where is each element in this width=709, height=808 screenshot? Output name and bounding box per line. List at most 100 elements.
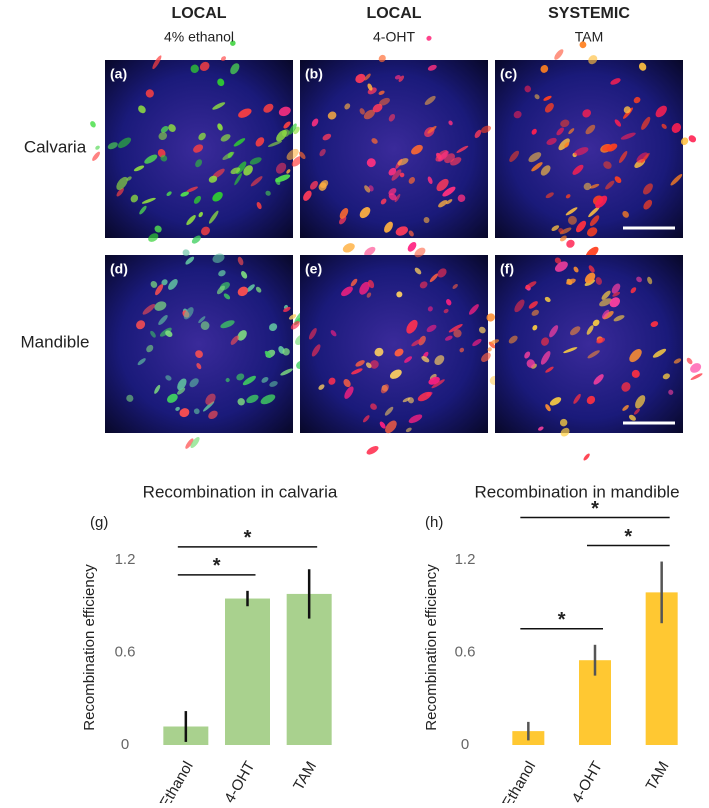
cell bbox=[200, 321, 210, 331]
cell bbox=[613, 315, 625, 322]
cell bbox=[152, 55, 162, 70]
cell bbox=[611, 283, 621, 294]
cell bbox=[595, 195, 608, 209]
cell bbox=[568, 128, 575, 135]
cell bbox=[308, 327, 317, 340]
x-tick-label: TAM bbox=[643, 758, 673, 793]
cell bbox=[587, 350, 600, 359]
cell bbox=[116, 176, 128, 190]
cell bbox=[198, 316, 206, 324]
cell bbox=[545, 366, 554, 373]
cell bbox=[686, 357, 693, 365]
cell bbox=[319, 148, 326, 157]
cell bbox=[633, 96, 641, 104]
cell bbox=[394, 193, 401, 203]
cell bbox=[481, 352, 491, 362]
cell bbox=[339, 215, 347, 225]
cell bbox=[196, 363, 202, 370]
cell bbox=[670, 173, 683, 186]
cell bbox=[145, 89, 154, 98]
cell bbox=[427, 125, 437, 134]
cell bbox=[421, 355, 430, 363]
cell bbox=[237, 330, 247, 341]
cell bbox=[544, 296, 551, 303]
cell bbox=[554, 49, 564, 60]
cell bbox=[423, 217, 430, 224]
cell bbox=[541, 337, 550, 346]
cell bbox=[531, 162, 543, 172]
cell bbox=[322, 133, 332, 141]
cell bbox=[217, 78, 225, 87]
cell bbox=[359, 281, 370, 295]
cell bbox=[480, 125, 492, 134]
cell bbox=[589, 215, 600, 227]
cell bbox=[374, 347, 384, 357]
cell bbox=[280, 368, 293, 376]
cell bbox=[185, 438, 194, 449]
cell bbox=[355, 360, 365, 367]
cell bbox=[554, 261, 568, 272]
y-tick-label: 0.6 bbox=[455, 643, 476, 660]
cell bbox=[142, 303, 156, 315]
cell bbox=[278, 106, 291, 117]
cell bbox=[424, 95, 436, 105]
cell bbox=[116, 187, 124, 197]
cell bbox=[216, 285, 225, 295]
cell bbox=[256, 201, 262, 210]
cell bbox=[141, 197, 156, 204]
cell bbox=[643, 183, 653, 195]
cell bbox=[380, 198, 387, 205]
cell bbox=[158, 132, 168, 141]
cell bbox=[342, 243, 355, 253]
cell bbox=[638, 62, 647, 71]
cell bbox=[225, 378, 230, 383]
cell bbox=[364, 185, 371, 193]
cell bbox=[311, 118, 319, 127]
panel-label: (e) bbox=[305, 261, 322, 277]
cell bbox=[621, 382, 631, 392]
cell bbox=[372, 103, 383, 113]
cell bbox=[411, 144, 423, 155]
cell bbox=[179, 408, 190, 418]
cell bbox=[148, 233, 159, 242]
cell bbox=[380, 384, 389, 394]
cell bbox=[212, 191, 223, 202]
cell bbox=[601, 309, 610, 319]
cell bbox=[391, 169, 402, 181]
cell bbox=[250, 176, 263, 187]
cell bbox=[327, 111, 337, 120]
cell bbox=[261, 376, 269, 383]
cell bbox=[275, 177, 281, 186]
cell bbox=[92, 151, 101, 161]
cell bbox=[671, 123, 682, 133]
cell bbox=[191, 235, 201, 244]
cell bbox=[640, 152, 650, 164]
cell bbox=[175, 406, 180, 411]
cell bbox=[661, 123, 667, 129]
cell bbox=[318, 182, 327, 191]
cell bbox=[189, 378, 199, 388]
cell bbox=[408, 177, 415, 184]
cell bbox=[355, 73, 366, 84]
cell bbox=[438, 200, 448, 208]
cell bbox=[359, 108, 365, 115]
cell bbox=[407, 397, 414, 404]
cell bbox=[220, 320, 235, 329]
cell bbox=[407, 242, 417, 252]
cell bbox=[474, 129, 482, 139]
cell bbox=[230, 40, 236, 46]
cell bbox=[388, 167, 397, 176]
cell bbox=[255, 286, 262, 293]
cell bbox=[456, 145, 469, 153]
cell bbox=[564, 142, 570, 148]
cell bbox=[531, 309, 539, 316]
cell bbox=[589, 183, 600, 189]
cell bbox=[222, 151, 235, 160]
cell bbox=[230, 335, 239, 345]
panel-label: (h) bbox=[425, 514, 443, 531]
cell bbox=[408, 414, 423, 424]
cell bbox=[217, 123, 223, 131]
cell bbox=[168, 124, 176, 132]
cell bbox=[566, 278, 576, 285]
cell bbox=[545, 404, 551, 412]
